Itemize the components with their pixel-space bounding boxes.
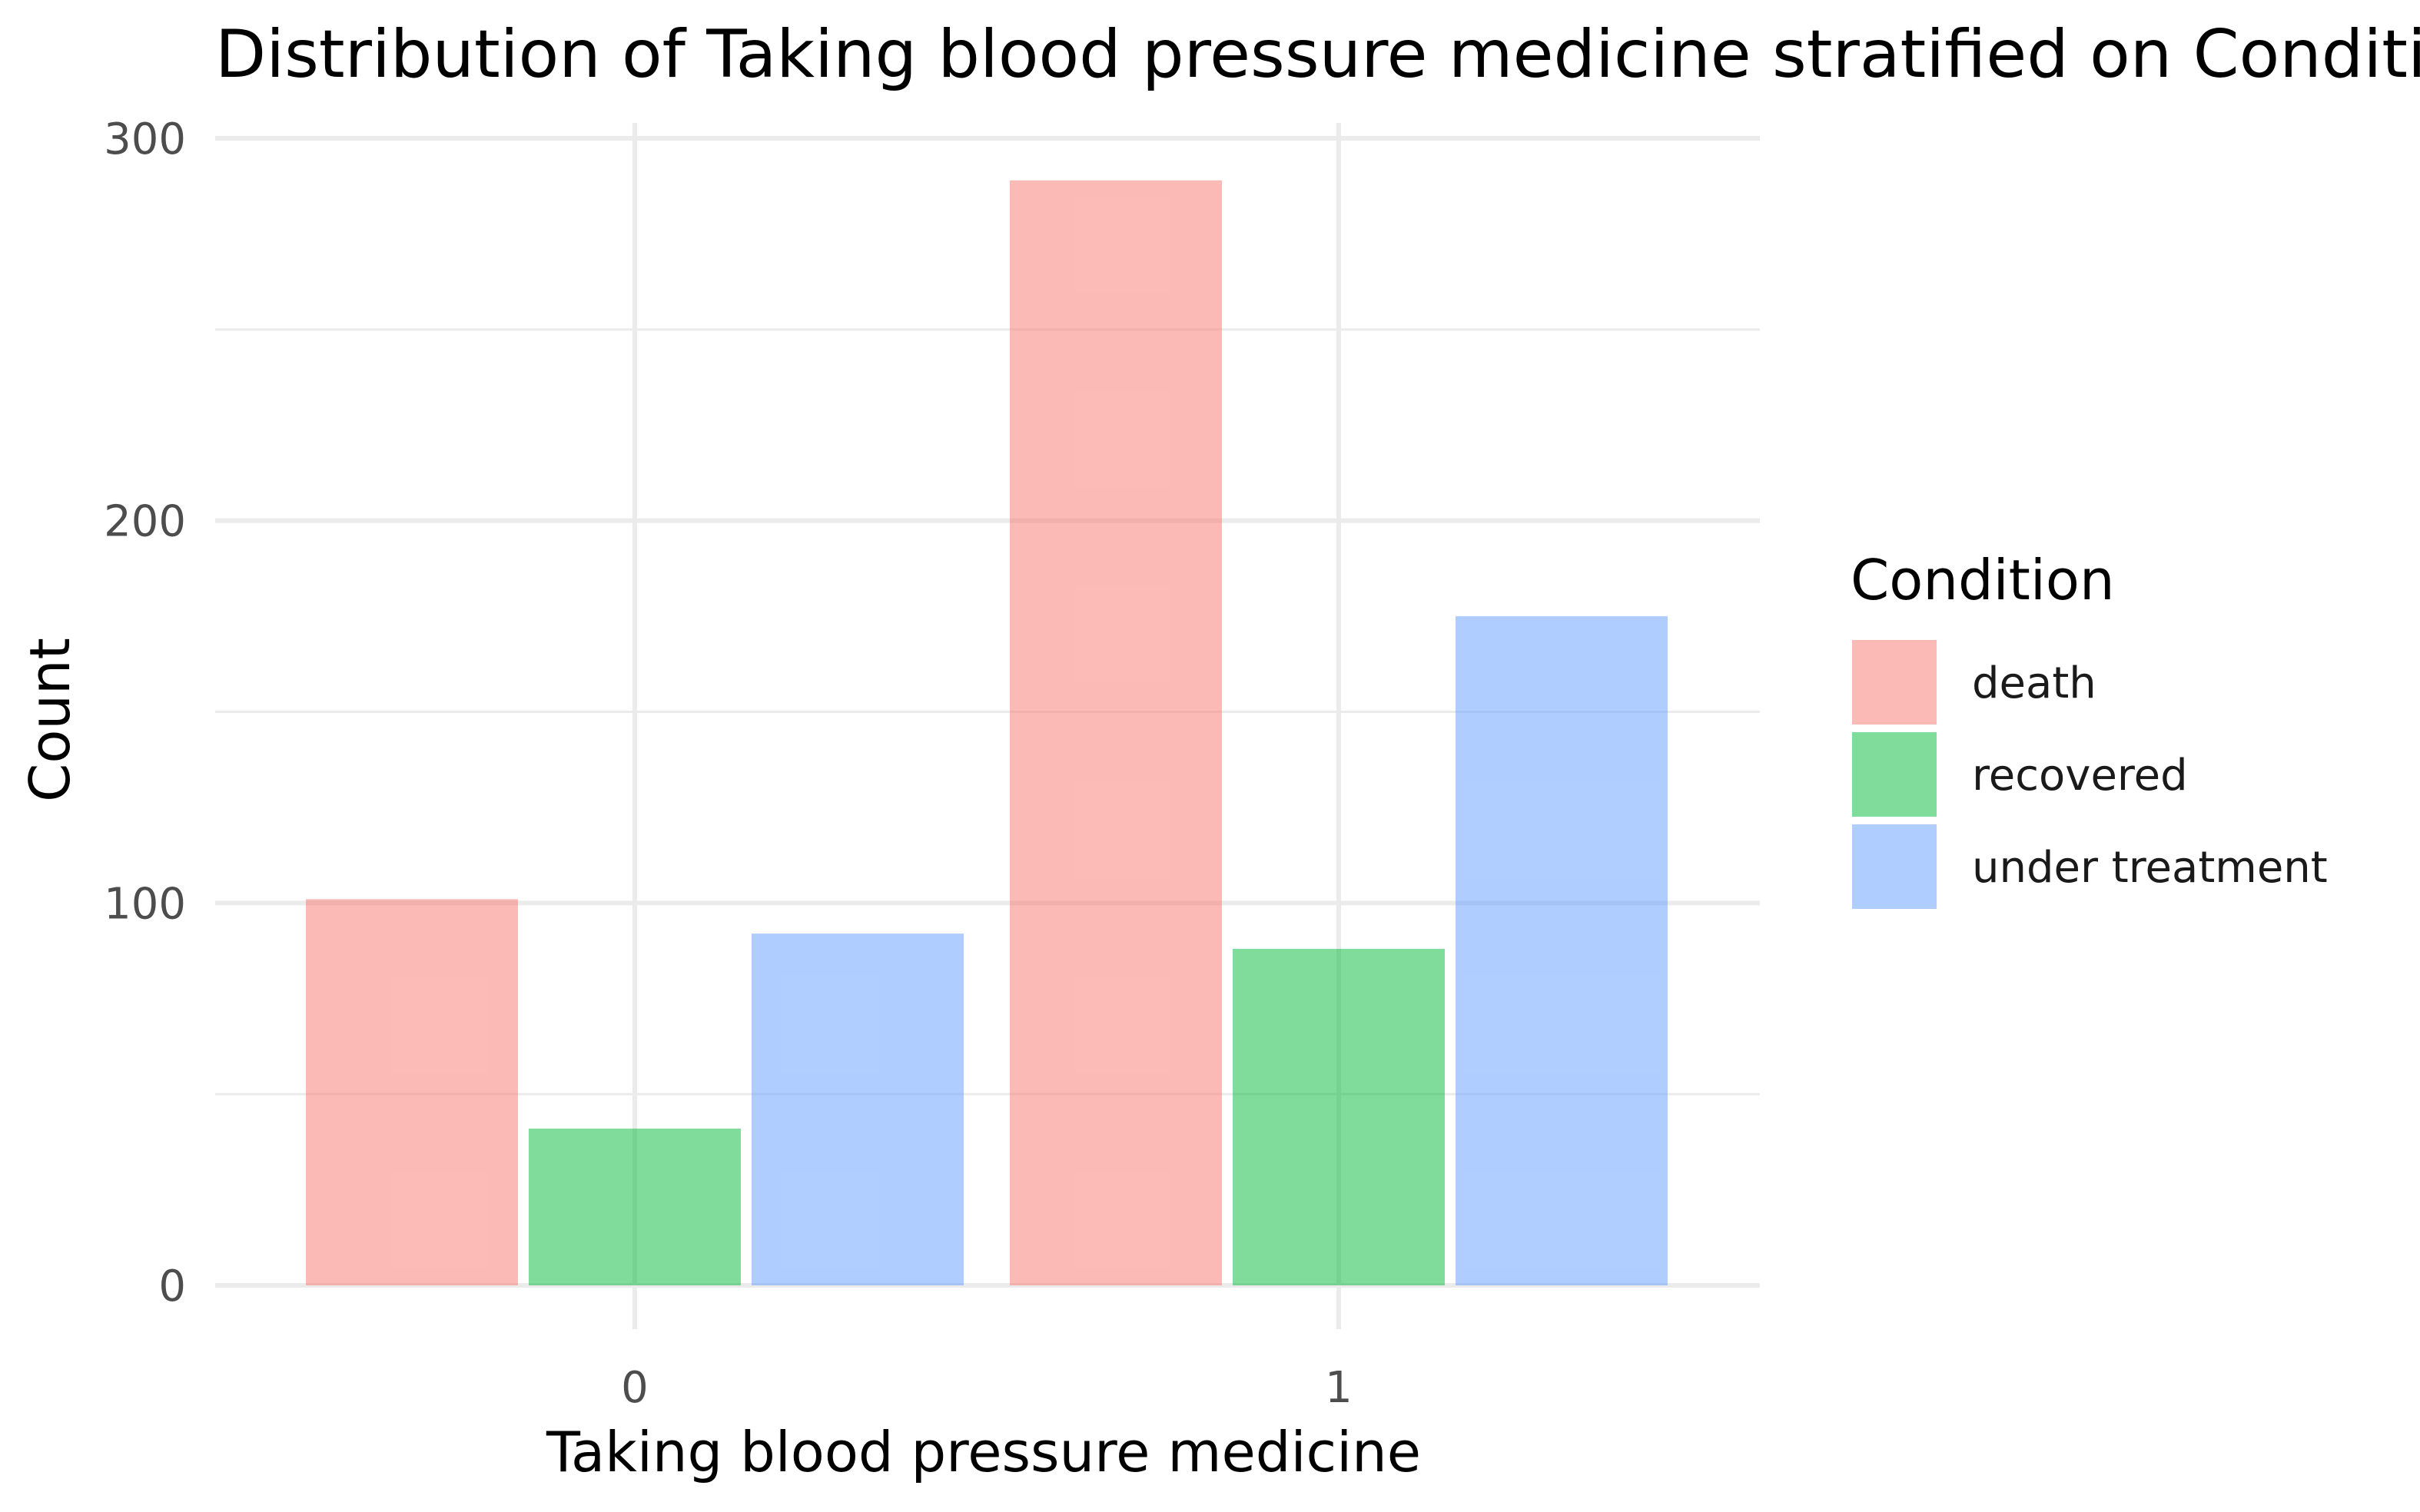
legend-key-recovered bbox=[1852, 732, 1937, 817]
bar-death-0 bbox=[306, 899, 518, 1285]
y-tick-label: 300 bbox=[104, 114, 186, 164]
legend-label: death bbox=[1972, 658, 2096, 708]
chart-title: Distribution of Taking blood pressure me… bbox=[215, 16, 2420, 93]
y-tick-label: 0 bbox=[158, 1262, 186, 1311]
legend-item: death bbox=[1852, 640, 2096, 724]
legend-key-under-treatment bbox=[1852, 824, 1937, 909]
legend-item: under treatment bbox=[1852, 824, 2328, 909]
y-tick-label: 200 bbox=[104, 497, 186, 547]
y-tick-label: 100 bbox=[104, 879, 186, 929]
legend: Condition death recovered under treatment bbox=[1851, 548, 2328, 909]
bar-recovered-1 bbox=[1233, 949, 1445, 1285]
y-axis-ticks: 0 100 200 300 bbox=[104, 114, 186, 1311]
legend-item: recovered bbox=[1852, 732, 2188, 817]
bars bbox=[306, 180, 1668, 1286]
x-axis-title: Taking blood pressure medicine bbox=[546, 1420, 1421, 1484]
legend-label: recovered bbox=[1972, 751, 2188, 801]
legend-items: death recovered under treatment bbox=[1852, 640, 2328, 909]
legend-label: under treatment bbox=[1972, 843, 2328, 893]
bar-recovered-0 bbox=[529, 1128, 741, 1285]
bar-death-1 bbox=[1010, 180, 1222, 1286]
x-tick-label: 1 bbox=[1325, 1363, 1353, 1413]
x-tick-label: 0 bbox=[621, 1363, 649, 1413]
bar-under-treatment-0 bbox=[752, 933, 964, 1285]
bar-under-treatment-1 bbox=[1456, 616, 1668, 1285]
legend-title: Condition bbox=[1851, 548, 2115, 612]
legend-key-death bbox=[1852, 640, 1937, 724]
y-axis-title: Count bbox=[18, 638, 82, 802]
